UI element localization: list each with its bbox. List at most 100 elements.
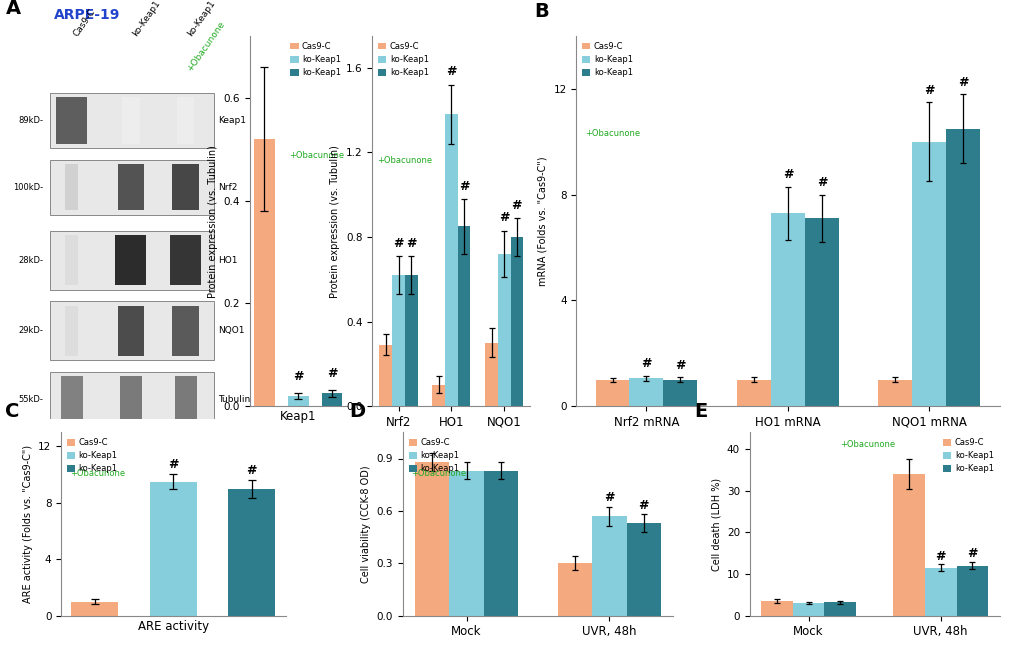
Bar [50, 372, 214, 427]
Text: #: # [782, 168, 793, 181]
Y-axis label: Protein expression (vs. Tubulin): Protein expression (vs. Tubulin) [208, 145, 218, 297]
Bar [50, 231, 214, 290]
Bar [65, 235, 78, 285]
Bar [391, 275, 405, 406]
Text: HO1: HO1 [218, 255, 237, 265]
Bar [322, 393, 342, 406]
Bar [893, 474, 924, 616]
Y-axis label: Cell viability (CCK-8 OD): Cell viability (CCK-8 OD) [361, 465, 371, 583]
Text: +Obacunone: +Obacunone [377, 157, 432, 165]
Bar [626, 523, 660, 616]
Bar [65, 164, 78, 210]
Text: #: # [603, 491, 614, 504]
Bar [60, 377, 83, 422]
Bar [176, 98, 195, 143]
Bar [50, 160, 214, 215]
Text: +Obacunone: +Obacunone [839, 440, 894, 449]
Text: 100kD-: 100kD- [13, 183, 43, 192]
Bar [50, 301, 214, 360]
Text: E: E [694, 402, 707, 421]
Text: +Obacunone: +Obacunone [288, 151, 343, 160]
Text: #: # [966, 548, 976, 560]
Text: #: # [327, 367, 337, 381]
Bar [449, 471, 483, 616]
Bar [117, 164, 144, 210]
Bar [483, 471, 518, 616]
Legend: Cas9-C, ko-Keap1, ko-Keap1: Cas9-C, ko-Keap1, ko-Keap1 [288, 40, 342, 79]
Bar [737, 380, 770, 406]
Text: #: # [247, 464, 257, 477]
Bar [415, 462, 449, 616]
Bar [117, 306, 144, 356]
Bar [56, 98, 87, 143]
Bar [629, 379, 662, 406]
Text: ko-Keap1: ko-Keap1 [130, 0, 162, 38]
Text: +Obacunone: +Obacunone [185, 20, 226, 73]
Bar [760, 601, 792, 616]
Y-axis label: Cell death (LDH %): Cell death (LDH %) [710, 477, 720, 571]
Bar [71, 601, 118, 616]
Legend: Cas9-C, ko-Keap1, ko-Keap1: Cas9-C, ko-Keap1, ko-Keap1 [407, 436, 461, 475]
Bar [444, 114, 458, 406]
Text: #: # [816, 176, 826, 189]
Text: #: # [393, 236, 404, 250]
Legend: Cas9-C, ko-Keap1, ko-Keap1: Cas9-C, ko-Keap1, ko-Keap1 [580, 40, 634, 79]
Bar [485, 343, 497, 406]
Text: 29kD-: 29kD- [18, 326, 43, 335]
Bar [122, 98, 140, 143]
Bar [804, 218, 838, 406]
Bar [150, 481, 197, 616]
Text: #: # [957, 76, 968, 89]
Bar [557, 563, 592, 616]
Bar [511, 237, 523, 406]
Text: NQO1: NQO1 [218, 326, 245, 335]
Legend: Cas9-C, ko-Keap1, ko-Keap1: Cas9-C, ko-Keap1, ko-Keap1 [65, 436, 119, 475]
Bar [662, 380, 697, 406]
Text: Tubulin: Tubulin [218, 395, 251, 404]
Bar [595, 380, 629, 406]
Bar [172, 306, 199, 356]
Bar [170, 235, 201, 285]
Bar [823, 603, 855, 616]
Y-axis label: mRNA (Folds vs. "Cas9-C"): mRNA (Folds vs. "Cas9-C") [537, 157, 547, 286]
Text: #: # [498, 211, 508, 224]
Text: #: # [406, 236, 416, 250]
Text: Keap1: Keap1 [218, 116, 247, 125]
Bar [379, 345, 391, 406]
Bar [115, 235, 146, 285]
Bar [770, 213, 804, 406]
Y-axis label: ARE activity (Folds vs. "Cas9-C"): ARE activity (Folds vs. "Cas9-C") [22, 445, 33, 603]
Y-axis label: Protein expression (vs. Tubulin): Protein expression (vs. Tubulin) [330, 145, 340, 297]
Text: #: # [641, 358, 651, 371]
Bar [792, 603, 823, 616]
Bar [254, 139, 274, 406]
X-axis label: Keap1: Keap1 [280, 410, 316, 423]
Text: Cas9-C: Cas9-C [71, 7, 97, 38]
Text: +Obacunone: +Obacunone [411, 469, 466, 478]
Bar [174, 377, 197, 422]
Bar [877, 380, 912, 406]
Text: A: A [6, 0, 21, 18]
Bar [120, 377, 142, 422]
Bar [592, 516, 626, 616]
Text: #: # [638, 499, 648, 512]
Bar [405, 275, 417, 406]
Text: #: # [459, 179, 469, 193]
Text: 89kD-: 89kD- [18, 116, 43, 125]
Text: #: # [292, 371, 304, 383]
Bar [172, 164, 199, 210]
Bar [288, 396, 308, 406]
Bar [956, 566, 987, 616]
Text: 55kD-: 55kD- [18, 395, 43, 404]
Text: #: # [675, 359, 685, 372]
Text: #: # [512, 198, 522, 212]
Text: #: # [168, 458, 178, 471]
Bar [497, 254, 511, 406]
Text: ARPE-19: ARPE-19 [54, 9, 120, 22]
Text: B: B [534, 2, 548, 21]
Legend: Cas9-C, ko-Keap1, ko-Keap1: Cas9-C, ko-Keap1, ko-Keap1 [376, 40, 430, 79]
X-axis label: ARE activity: ARE activity [138, 620, 209, 633]
Text: ko-Keap1: ko-Keap1 [185, 0, 217, 38]
Text: D: D [348, 402, 365, 421]
Text: #: # [934, 550, 945, 563]
